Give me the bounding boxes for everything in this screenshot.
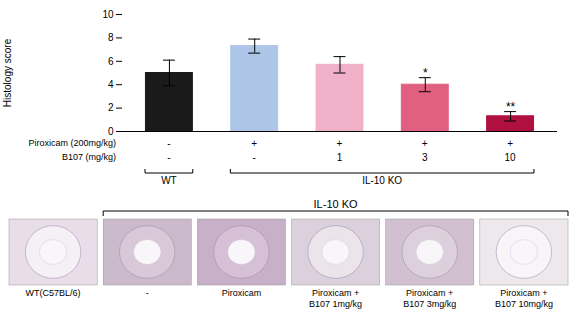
svg-text:-: -: [253, 152, 256, 163]
svg-text:Piroxicam (200mg/kg): Piroxicam (200mg/kg): [28, 138, 116, 148]
svg-text:+: +: [337, 138, 343, 149]
svg-text:WT: WT: [161, 175, 177, 186]
svg-text:**: **: [506, 100, 516, 114]
svg-text:10: 10: [102, 9, 114, 20]
svg-text:Piroxicam +B107 10mg/kg: Piroxicam +B107 10mg/kg: [495, 288, 553, 309]
svg-text:1: 1: [337, 152, 343, 163]
svg-text:IL-10 KO: IL-10 KO: [314, 198, 358, 210]
svg-text:*: *: [423, 66, 428, 80]
svg-text:+: +: [251, 138, 257, 149]
svg-text:10: 10: [505, 152, 517, 163]
svg-text:-: -: [167, 138, 170, 149]
svg-text:-: -: [167, 152, 170, 163]
svg-text:WT(C57BL/6): WT(C57BL/6): [26, 288, 81, 298]
svg-text:Piroxicam +B107 1mg/kg: Piroxicam +B107 1mg/kg: [309, 288, 362, 309]
svg-text:+: +: [422, 138, 428, 149]
svg-text:+: +: [507, 138, 513, 149]
svg-text:2: 2: [108, 102, 114, 113]
svg-text:Histology score: Histology score: [2, 38, 13, 107]
svg-text:3: 3: [422, 152, 428, 163]
svg-text:0: 0: [108, 126, 114, 137]
svg-text:Piroxicam +B107 3mg/kg: Piroxicam +B107 3mg/kg: [403, 288, 456, 309]
svg-text:Piroxicam: Piroxicam: [222, 288, 262, 298]
svg-text:IL-10 KO: IL-10 KO: [362, 175, 402, 186]
svg-text:4: 4: [108, 79, 114, 90]
svg-text:B107 (mg/kg): B107 (mg/kg): [62, 152, 116, 162]
svg-text:8: 8: [108, 32, 114, 43]
svg-text:-: -: [146, 288, 149, 298]
svg-text:6: 6: [108, 56, 114, 67]
